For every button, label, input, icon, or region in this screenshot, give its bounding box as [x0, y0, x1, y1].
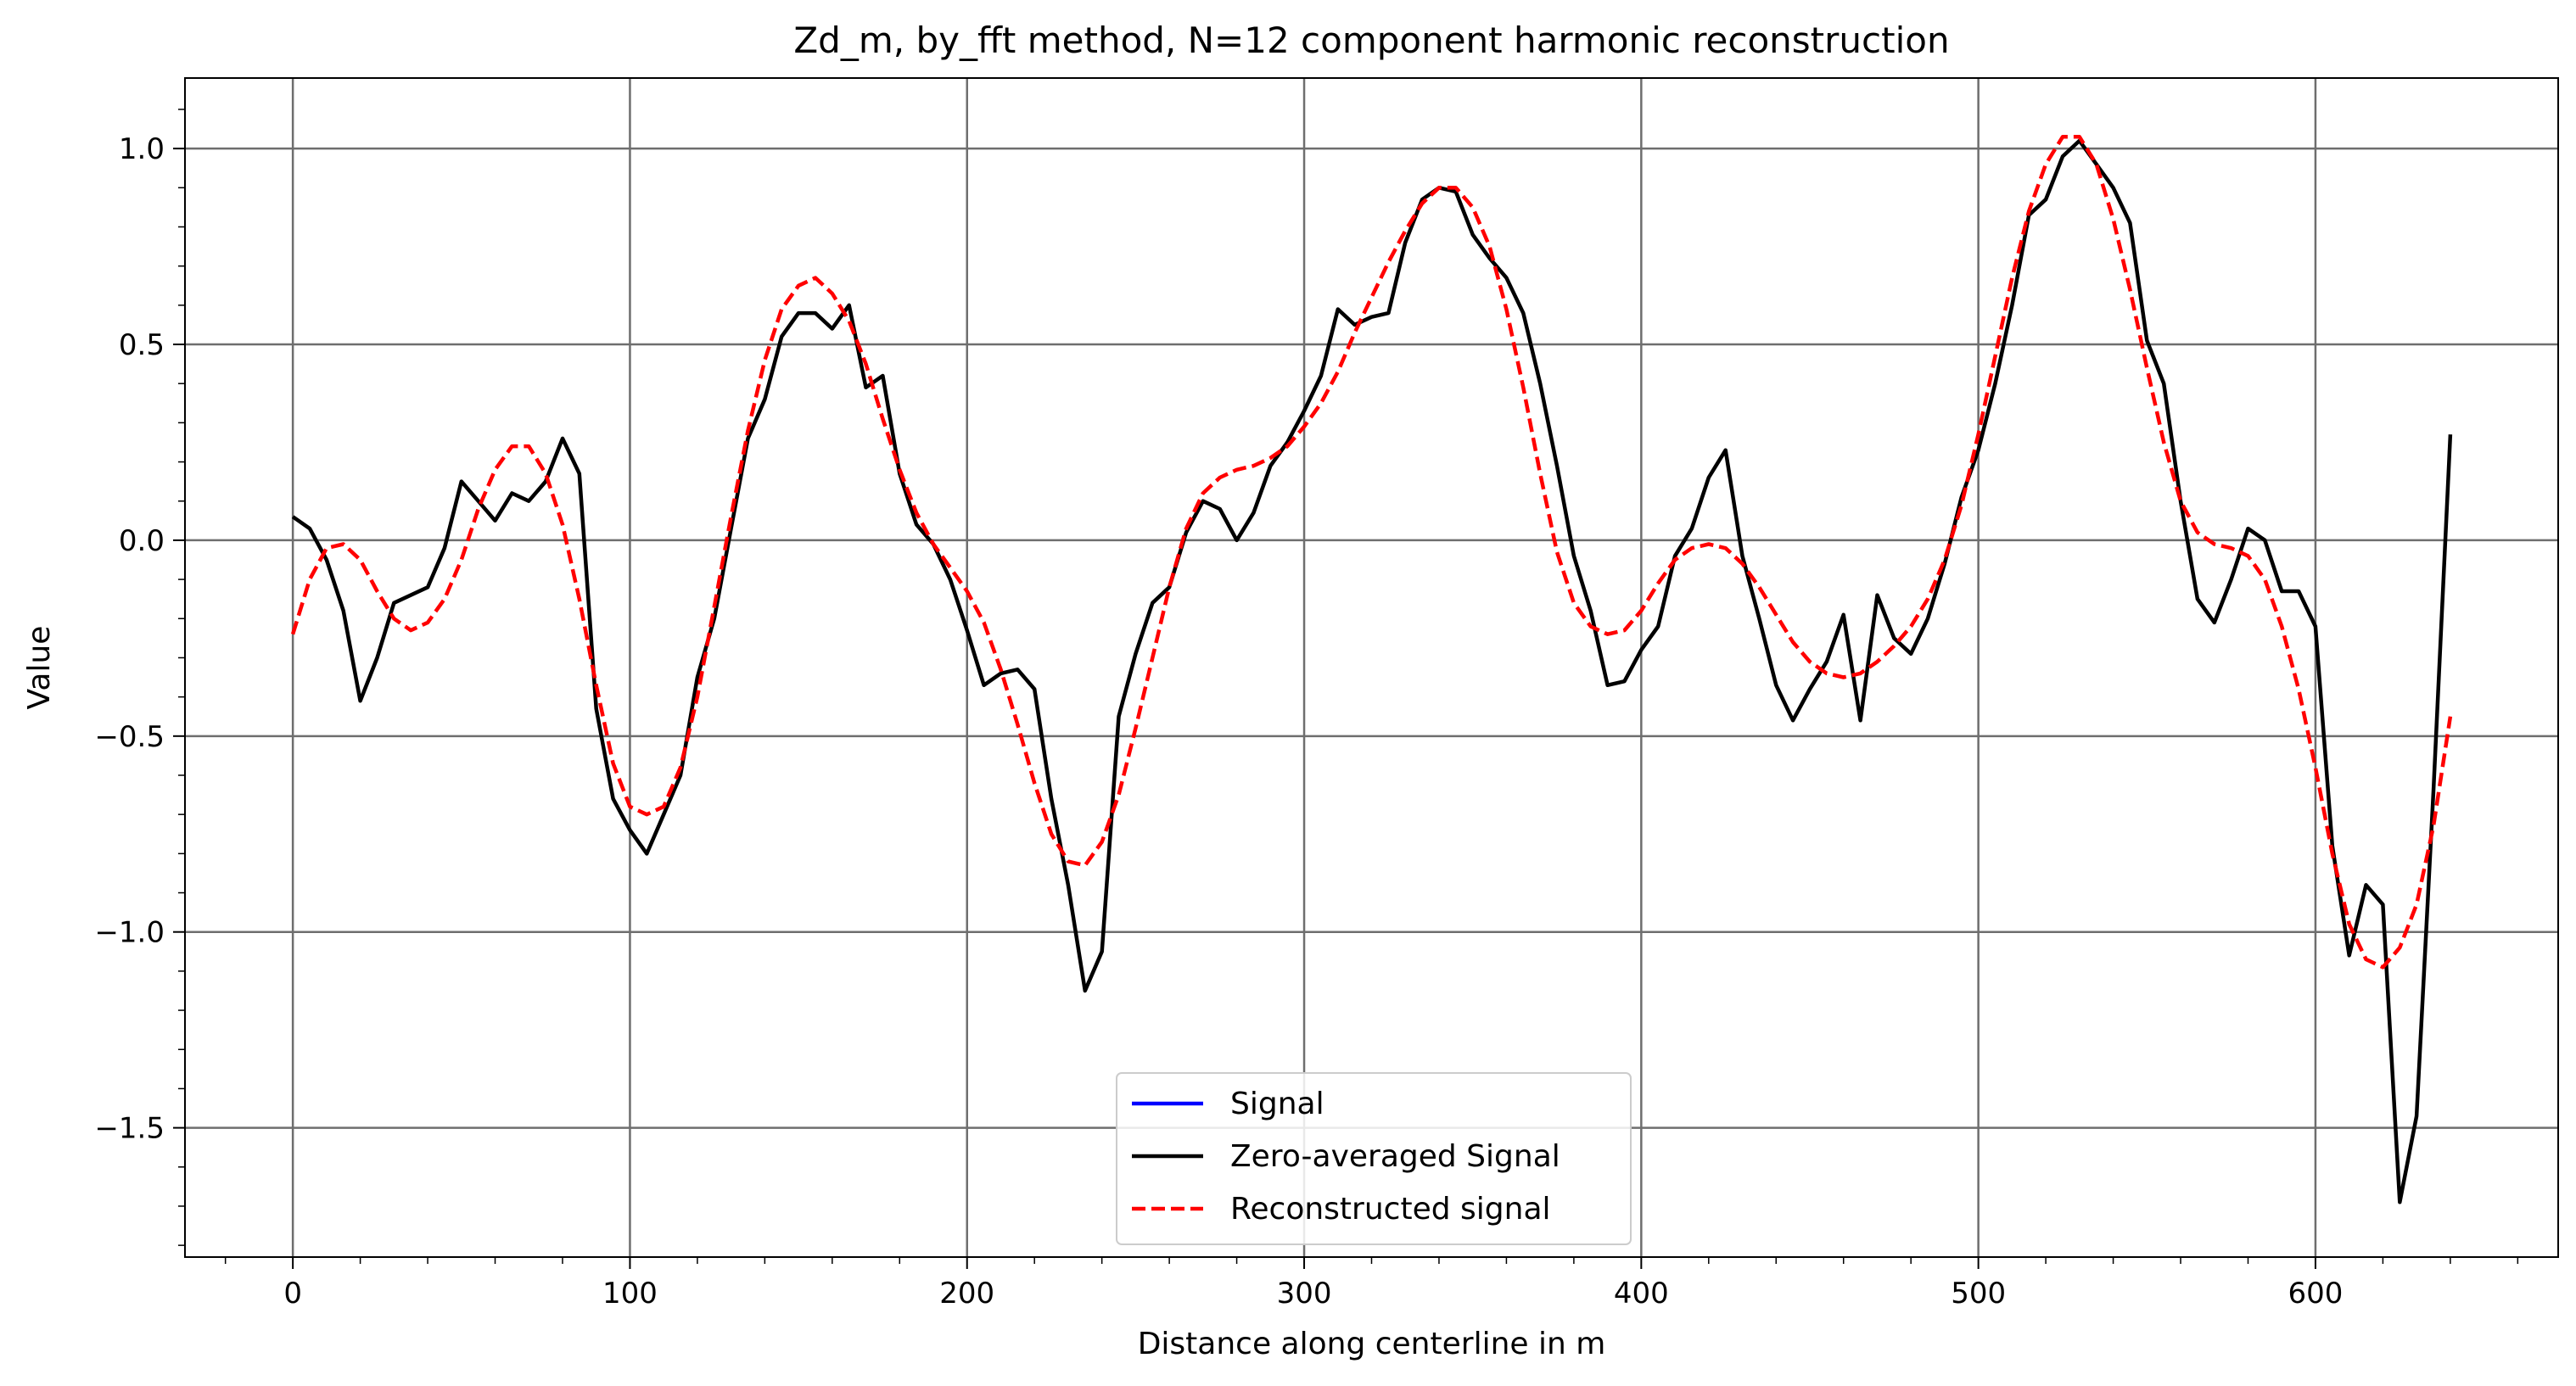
x-tick-label: 500	[1951, 1277, 2006, 1311]
y-tick-label: −0.5	[94, 720, 165, 754]
x-tick-label: 400	[1614, 1277, 1669, 1311]
grid	[185, 78, 2558, 1257]
x-axis-label: Distance along centerline in m	[1138, 1327, 1606, 1361]
axis-ticks: 0 100 200 300 400 500 600 −1.5 −1.0 −0.5 0.0 0.5 1.0	[94, 109, 2519, 1311]
y-tick-label: −1.0	[94, 916, 165, 950]
legend-label-1: Zero-averaged Signal	[1230, 1139, 1560, 1174]
y-axis-label: Value	[22, 626, 57, 710]
legend: Signal Zero-averaged Signal Reconstructed …	[1116, 1072, 1632, 1245]
x-tick-label: 300	[1277, 1277, 1332, 1311]
legend-label-0: Signal	[1230, 1087, 1324, 1121]
x-tick-label: 600	[2288, 1277, 2343, 1311]
chart-title: Zd_m, by_fft method, N=12 component harm…	[793, 20, 1949, 61]
x-tick-label: 200	[939, 1277, 994, 1311]
legend-label-2: Reconstructed signal	[1230, 1192, 1551, 1227]
series-line-2	[290, 135, 2453, 970]
x-tick-label: 0	[283, 1277, 302, 1311]
plot-lines	[290, 135, 2453, 1204]
y-tick-label: 0.5	[119, 328, 165, 362]
legend-entries: Signal Zero-averaged Signal Reconstructed …	[1132, 1087, 1560, 1227]
legend-box	[1116, 1072, 1632, 1245]
y-tick-label: 0.0	[119, 524, 165, 558]
x-tick-label: 100	[602, 1277, 658, 1311]
y-tick-label: 1.0	[119, 132, 165, 166]
y-tick-label: −1.5	[94, 1112, 165, 1146]
